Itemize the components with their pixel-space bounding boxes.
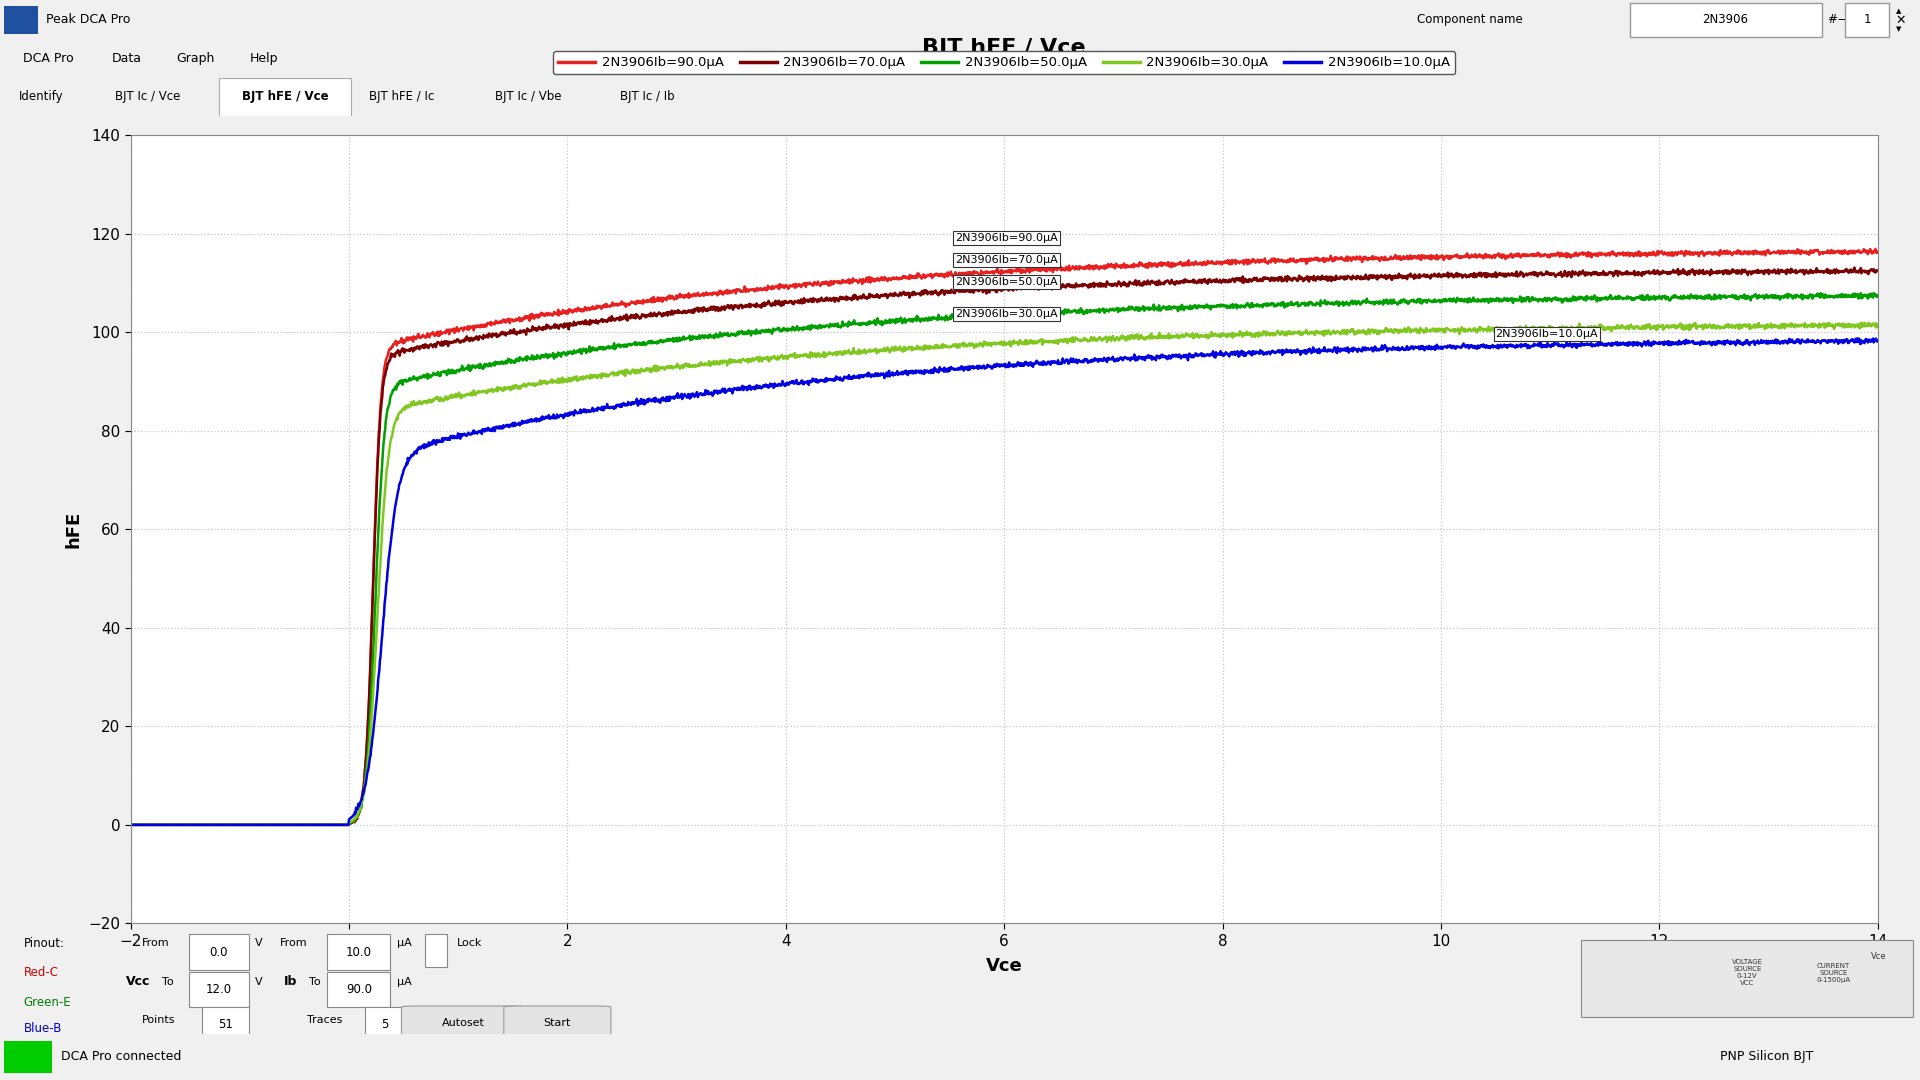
Text: 2N3906Ib=50.0μA: 2N3906Ib=50.0μA [954, 278, 1058, 287]
Text: Component name: Component name [1417, 13, 1523, 27]
Text: PNP Silicon BJT: PNP Silicon BJT [1720, 1050, 1812, 1064]
Text: Data: Data [111, 52, 142, 66]
Text: 12.0: 12.0 [205, 983, 232, 996]
FancyBboxPatch shape [503, 1007, 611, 1041]
Text: Points: Points [142, 1015, 175, 1025]
Text: 2N3906Ib=10.0μA: 2N3906Ib=10.0μA [1496, 329, 1597, 339]
Text: —: — [1837, 13, 1849, 27]
FancyBboxPatch shape [1582, 940, 1912, 1017]
Text: 2N3906: 2N3906 [1703, 13, 1749, 27]
Text: CURRENT
SOURCE
0-1500μA: CURRENT SOURCE 0-1500μA [1816, 963, 1851, 983]
Text: 1: 1 [1864, 13, 1870, 27]
Text: From: From [142, 939, 169, 948]
X-axis label: Vce: Vce [985, 957, 1023, 975]
FancyBboxPatch shape [188, 972, 250, 1008]
Text: DCA Pro: DCA Pro [23, 52, 73, 66]
Text: BJT Ic / Vbe: BJT Ic / Vbe [495, 90, 563, 104]
Text: BJT Ic / Vce: BJT Ic / Vce [115, 90, 180, 104]
Text: BJT Ic / Ib: BJT Ic / Ib [620, 90, 674, 104]
Text: V: V [255, 939, 263, 948]
FancyBboxPatch shape [202, 1008, 250, 1042]
Text: BJT hFE / Ic: BJT hFE / Ic [369, 90, 434, 104]
Text: Traces: Traces [307, 1015, 342, 1025]
Text: Start: Start [543, 1017, 570, 1027]
Text: Blue-B: Blue-B [23, 1022, 61, 1035]
Text: To: To [161, 976, 175, 987]
Text: 2N3906Ib=70.0μA: 2N3906Ib=70.0μA [954, 255, 1058, 265]
FancyBboxPatch shape [328, 972, 390, 1008]
Text: Graph: Graph [177, 52, 215, 66]
FancyBboxPatch shape [188, 934, 250, 970]
Text: BJT hFE / Vce: BJT hFE / Vce [242, 90, 328, 104]
Bar [4, 1040, 52, 1074]
Text: To: To [309, 976, 321, 987]
Text: μA: μA [397, 976, 411, 987]
FancyBboxPatch shape [1845, 3, 1889, 37]
Text: Lock: Lock [457, 939, 482, 948]
Text: Pinout:: Pinout: [23, 936, 65, 949]
Text: 90.0: 90.0 [346, 983, 372, 996]
Bar [4, 6, 38, 33]
FancyBboxPatch shape [328, 934, 390, 970]
Text: 5: 5 [382, 1018, 388, 1031]
Text: Vce: Vce [1870, 951, 1885, 961]
Text: Green-E: Green-E [23, 996, 71, 1009]
Text: #: # [1828, 13, 1837, 27]
Text: DCA Pro connected: DCA Pro connected [61, 1050, 182, 1064]
Text: ✕: ✕ [1895, 13, 1907, 27]
Text: μA: μA [397, 939, 411, 948]
Text: 51: 51 [217, 1018, 232, 1031]
Text: Identify: Identify [19, 90, 63, 104]
Text: ▼: ▼ [1895, 26, 1901, 31]
FancyBboxPatch shape [424, 934, 447, 968]
Text: V: V [255, 976, 263, 987]
FancyBboxPatch shape [401, 1007, 524, 1041]
Title: BJT hFE / Vce: BJT hFE / Vce [922, 39, 1087, 58]
Text: 2N3906Ib=30.0μA: 2N3906Ib=30.0μA [954, 309, 1058, 320]
Text: Red-C: Red-C [23, 967, 60, 980]
Legend: 2N3906Ib=90.0μA, 2N3906Ib=70.0μA, 2N3906Ib=50.0μA, 2N3906Ib=30.0μA, 2N3906Ib=10.: 2N3906Ib=90.0μA, 2N3906Ib=70.0μA, 2N3906… [553, 51, 1455, 75]
Text: 0.0: 0.0 [209, 946, 228, 959]
Text: From: From [280, 939, 307, 948]
Text: Vcc: Vcc [127, 975, 150, 988]
Text: Ib: Ib [284, 975, 298, 988]
Text: 2N3906Ib=90.0μA: 2N3906Ib=90.0μA [954, 233, 1058, 243]
FancyBboxPatch shape [1630, 3, 1822, 37]
Text: Help: Help [250, 52, 278, 66]
Text: 10.0: 10.0 [346, 946, 372, 959]
Text: Peak DCA Pro: Peak DCA Pro [46, 13, 131, 27]
Text: VOLTAGE
SOURCE
0-12V
VCC: VOLTAGE SOURCE 0-12V VCC [1732, 959, 1763, 986]
FancyBboxPatch shape [365, 1008, 405, 1042]
Y-axis label: hFE: hFE [65, 511, 83, 548]
Text: Autoset: Autoset [442, 1017, 484, 1027]
Text: □: □ [1866, 13, 1878, 27]
FancyBboxPatch shape [219, 78, 351, 116]
Text: ▲: ▲ [1895, 9, 1901, 14]
